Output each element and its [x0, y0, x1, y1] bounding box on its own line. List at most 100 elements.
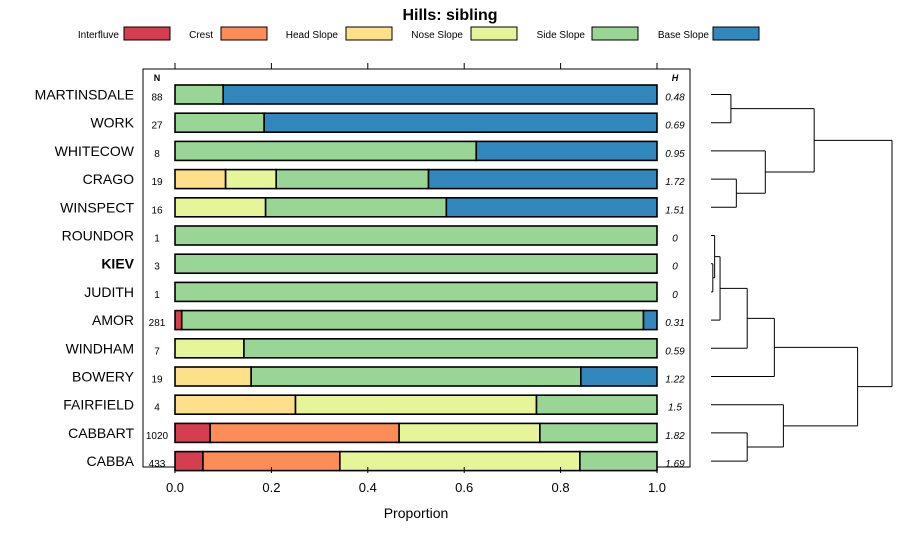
row-label: KIEV: [101, 256, 134, 272]
row-h-value: 1.22: [665, 375, 685, 386]
row-n-value: 281: [149, 318, 166, 329]
row-label: WINSPECT: [60, 199, 134, 215]
bar-segment-side-slope: [535, 394, 658, 416]
x-axis-title: Proportion: [384, 505, 449, 521]
row-n-value: 1: [154, 234, 160, 245]
x-tick-label: 0.0: [166, 480, 184, 495]
bar-segment-nose-slope: [174, 337, 245, 359]
legend-swatch-nose-slope: [470, 26, 518, 41]
row-label: CABBART: [68, 425, 134, 441]
row-amor: AMOR 281 0.31: [92, 309, 685, 331]
bar-segment-side-slope: [174, 140, 478, 162]
row-n-value: 27: [151, 121, 163, 132]
row-crago: CRAGO 19 1.72: [83, 168, 685, 190]
row-label: FAIRFIELD: [63, 397, 134, 413]
bar-segment-head-slope: [174, 366, 252, 387]
row-h-value: 0.48: [665, 93, 685, 104]
row-n-value: 1: [154, 290, 160, 301]
bar-segment-nose-slope: [339, 450, 581, 472]
bar-segment-base-slope: [427, 168, 658, 190]
row-h-value: 0.95: [665, 149, 685, 160]
bar-segment-crest: [209, 422, 400, 444]
row-n-value: 19: [151, 177, 163, 188]
bar-segment-base-slope: [222, 84, 658, 105]
row-whitecow: WHITECOW 8 0.95: [55, 140, 685, 162]
n-column-header: N: [154, 73, 161, 83]
x-tick-label: 0.4: [359, 480, 377, 495]
bar-segment-side-slope: [174, 253, 658, 274]
row-h-value: 1.82: [665, 431, 685, 442]
dendrogram: [711, 94, 893, 462]
row-n-value: 433: [149, 459, 166, 470]
rows: MARTINSDALE 88 0.48 WORK 27 0.69 WHITECOW 8 0.95…: [35, 84, 685, 472]
row-n-value: 3: [154, 262, 160, 273]
row-h-value: 0: [672, 234, 678, 245]
row-h-value: 0.69: [665, 121, 685, 132]
row-h-value: 0.31: [665, 318, 684, 329]
legend-swatch-crest: [220, 26, 268, 41]
legend-label-head-slope: Head Slope: [286, 30, 339, 41]
row-windham: WINDHAM 7 0.59: [66, 337, 685, 359]
row-n-value: 19: [151, 375, 163, 386]
bar-segment-base-slope: [642, 309, 658, 331]
bar-segment-side-slope: [180, 309, 645, 331]
bar-segment-head-slope: [174, 168, 227, 190]
x-axis: 0.0 0.2 0.4 0.6 0.8 1.0: [166, 63, 666, 495]
chart-title: Hills: sibling: [402, 7, 497, 24]
row-label: CRAGO: [83, 171, 134, 187]
bar-segment-nose-slope: [398, 422, 541, 444]
row-h-value: 0: [672, 290, 678, 301]
h-column-header: H: [672, 73, 679, 83]
legend-label-interfluve: Interfluve: [78, 30, 120, 41]
row-label: ROUNDOR: [62, 228, 134, 244]
legend-swatch-base-slope: [712, 26, 760, 41]
x-tick-label: 0.2: [262, 480, 280, 495]
row-roundor: ROUNDOR 1 0: [62, 225, 678, 246]
bar-segment-side-slope: [579, 450, 658, 472]
bar-segment-interfluve: [174, 309, 183, 331]
row-n-value: 7: [154, 346, 160, 357]
row-label: CABBA: [87, 453, 135, 469]
bar-segment-side-slope: [275, 168, 430, 190]
legend: Interfluve Crest Head Slope Nose Slope Side …: [78, 26, 760, 41]
row-label: AMOR: [92, 312, 134, 328]
row-bowery: BOWERY 19 1.22: [72, 366, 685, 387]
x-tick-label: 0.6: [455, 480, 473, 495]
legend-swatch-head-slope: [345, 26, 393, 41]
row-label: MARTINSDALE: [35, 87, 134, 103]
row-n-value: 8: [154, 149, 160, 160]
bar-segment-side-slope: [250, 366, 582, 387]
row-label: WORK: [90, 115, 134, 131]
legend-label-nose-slope: Nose Slope: [411, 30, 463, 41]
bar-segment-base-slope: [580, 366, 658, 387]
row-n-value: 4: [154, 403, 160, 414]
bar-segment-base-slope: [445, 197, 658, 218]
row-n-value: 88: [151, 93, 163, 104]
row-winspect: WINSPECT 16 1.51: [60, 197, 685, 218]
x-tick-label: 1.0: [648, 480, 666, 495]
row-cabbart: CABBART 1020 1.82: [68, 422, 685, 444]
row-work: WORK 27 0.69: [90, 112, 685, 133]
bar-segment-interfluve: [174, 422, 211, 444]
row-h-value: 1.5: [668, 403, 682, 414]
legend-swatch-side-slope: [591, 26, 639, 41]
row-h-value: 1.51: [665, 205, 684, 216]
x-tick-label: 0.8: [552, 480, 570, 495]
bar-segment-nose-slope: [294, 394, 538, 416]
row-martinsdale: MARTINSDALE 88 0.48: [35, 84, 685, 105]
bar-segment-side-slope: [174, 281, 658, 303]
legend-swatch-interfluve: [123, 26, 171, 41]
bar-segment-side-slope: [539, 422, 658, 444]
bar-segment-nose-slope: [224, 168, 278, 190]
row-h-value: 1.69: [665, 459, 685, 470]
legend-label-side-slope: Side Slope: [537, 30, 586, 41]
row-h-value: 0: [672, 262, 678, 273]
row-label: WHITECOW: [55, 143, 135, 159]
row-h-value: 0.59: [665, 346, 685, 357]
bar-segment-interfluve: [174, 450, 204, 472]
legend-label-crest: Crest: [189, 30, 213, 41]
row-n-value: 1020: [146, 431, 169, 442]
bar-segment-base-slope: [475, 140, 658, 162]
bar-segment-side-slope: [243, 337, 658, 359]
